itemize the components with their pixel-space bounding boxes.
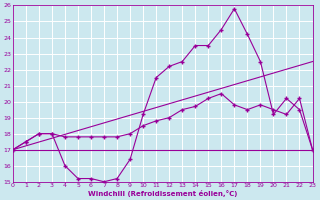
X-axis label: Windchill (Refroidissement éolien,°C): Windchill (Refroidissement éolien,°C) bbox=[88, 190, 237, 197]
